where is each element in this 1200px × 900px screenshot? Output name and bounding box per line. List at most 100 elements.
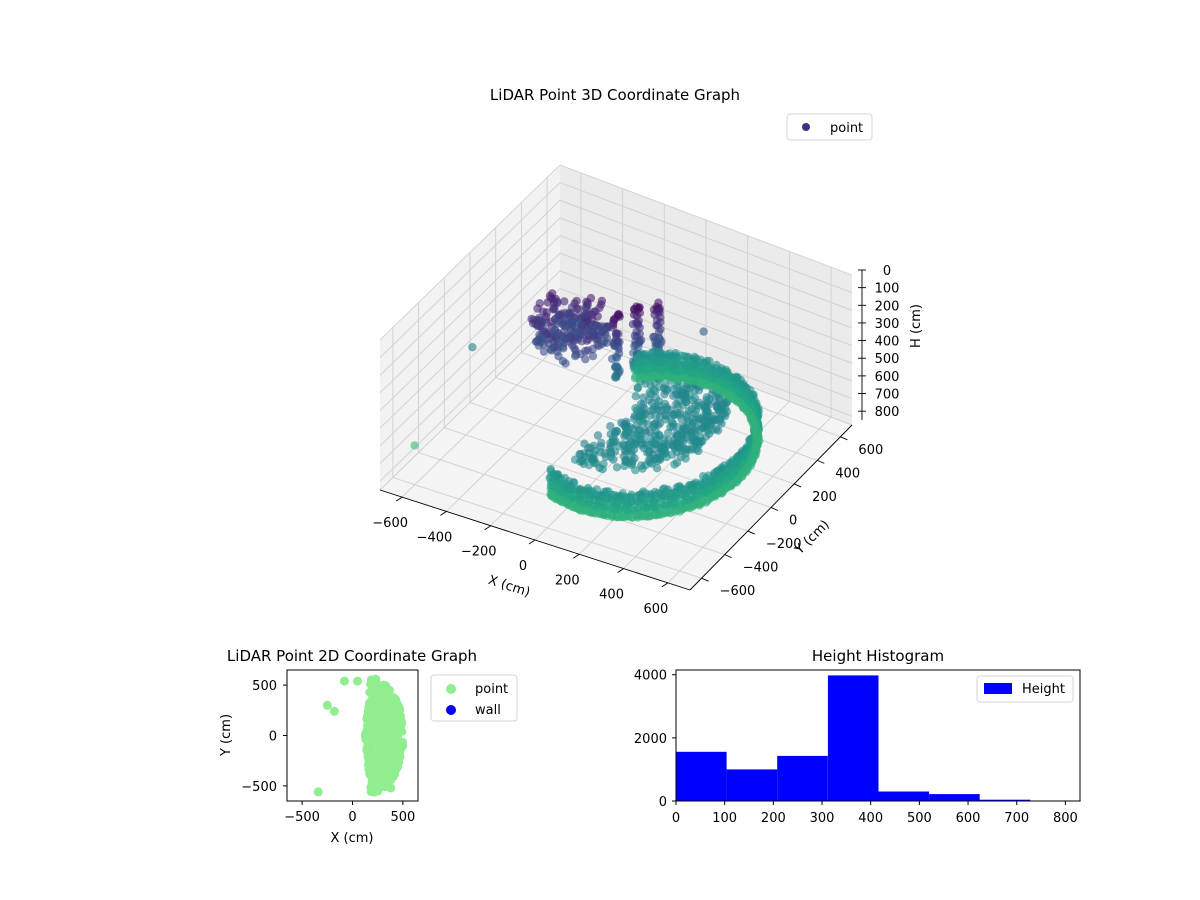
x-tick-label: 200 [555,573,580,588]
x-tick-label-2d: 0 [348,810,356,825]
x-tick-label-histogram: 300 [810,811,835,826]
point-2d-marker [368,711,377,720]
point-marker [691,434,701,444]
point-marker [590,454,599,464]
point-marker [669,410,678,419]
y-tick-label: 600 [858,443,883,458]
histogram-bar [676,751,727,801]
point-marker [567,316,576,326]
histogram-bar [777,755,828,801]
point-2d-marker [375,783,384,792]
legend-histogram-swatch [984,683,1012,694]
point-2d-marker [353,676,363,686]
point-marker [707,390,716,399]
point-marker [622,427,631,436]
point-2d-marker [364,723,373,732]
point-2d-marker [329,706,339,716]
legend-3d-marker [802,123,810,131]
point-marker [705,356,714,366]
point-marker [410,441,419,450]
y-tick-label-histogram: 0 [659,795,667,810]
point-marker [622,417,631,426]
point-marker [694,358,704,367]
point-marker [668,419,678,428]
point-marker [535,299,544,308]
legend-3d-box [786,113,873,141]
point-marker [615,312,624,321]
x-tick [661,582,669,588]
z-tick-label: 600 [875,370,900,385]
point-marker [639,393,648,402]
y-tick-label: 400 [835,466,860,481]
x-axis-label-3d: X (cm) [486,573,532,601]
point-marker [541,315,550,324]
point-marker [589,441,598,450]
point-marker [641,349,650,359]
point-2d-marker [392,723,401,732]
point-2d-marker [339,676,349,686]
point-marker [672,357,681,366]
legend-2d-wall-label: wall [475,703,501,718]
point-marker [614,344,623,354]
point-marker [542,308,551,317]
x-tick [395,496,403,502]
point-marker [614,329,623,339]
z-tick-label: 100 [875,282,900,297]
plot-frame-histogram [675,669,1081,802]
scatter-2d-points [313,674,408,797]
point-marker [633,319,642,328]
point-2d-marker [372,693,381,702]
x-tick-label-histogram: 600 [956,811,981,826]
point-marker [552,299,562,308]
point-marker [664,436,673,445]
point-marker [611,352,620,362]
y-tick [840,436,848,441]
point-2d-marker [398,727,407,736]
x-tick [440,511,447,516]
point-marker [601,510,610,519]
z-tick-label: 200 [875,299,900,314]
x-tick-label: −400 [417,530,453,545]
point-marker [654,327,664,336]
point-2d-marker [371,721,380,730]
x-tick-label: 400 [599,588,624,603]
x-tick-label-histogram: 0 [672,811,680,826]
x-tick [528,539,536,545]
gridline-z [379,217,853,394]
point-marker [635,308,645,318]
point-marker [598,325,607,334]
point-2d-marker [364,765,373,774]
gridline-z [379,270,853,447]
y-tick-label-histogram: 4000 [634,669,667,684]
point-marker [653,308,662,317]
histogram-bar [878,791,930,801]
point-marker [547,489,556,499]
legend-2d-wall-marker [446,705,456,715]
point-marker [555,487,564,496]
point-marker [590,490,599,499]
x-tick-label-histogram: 500 [907,811,932,826]
gridline-z [379,164,853,341]
point-marker [593,431,603,440]
point-marker [602,333,612,342]
point-marker [628,456,637,465]
point-marker [588,324,597,334]
x-tick-label: 0 [519,559,527,574]
point-marker [662,411,672,421]
point-marker [638,415,647,424]
y-tick-label: 200 [812,490,837,505]
point-marker [570,343,579,353]
point-2d-marker [369,784,378,792]
z-tick-label: 800 [875,405,900,420]
gridline-z [379,287,853,464]
x-tick-label: −200 [461,545,497,560]
y-tick-label: 0 [789,514,797,529]
point-2d-marker [371,674,381,684]
point-marker [534,313,544,323]
gridline-z [379,305,853,482]
x-tick [617,568,624,573]
point-marker [621,457,630,466]
point-marker [719,366,728,376]
point-marker [597,438,606,448]
point-marker [579,449,589,458]
